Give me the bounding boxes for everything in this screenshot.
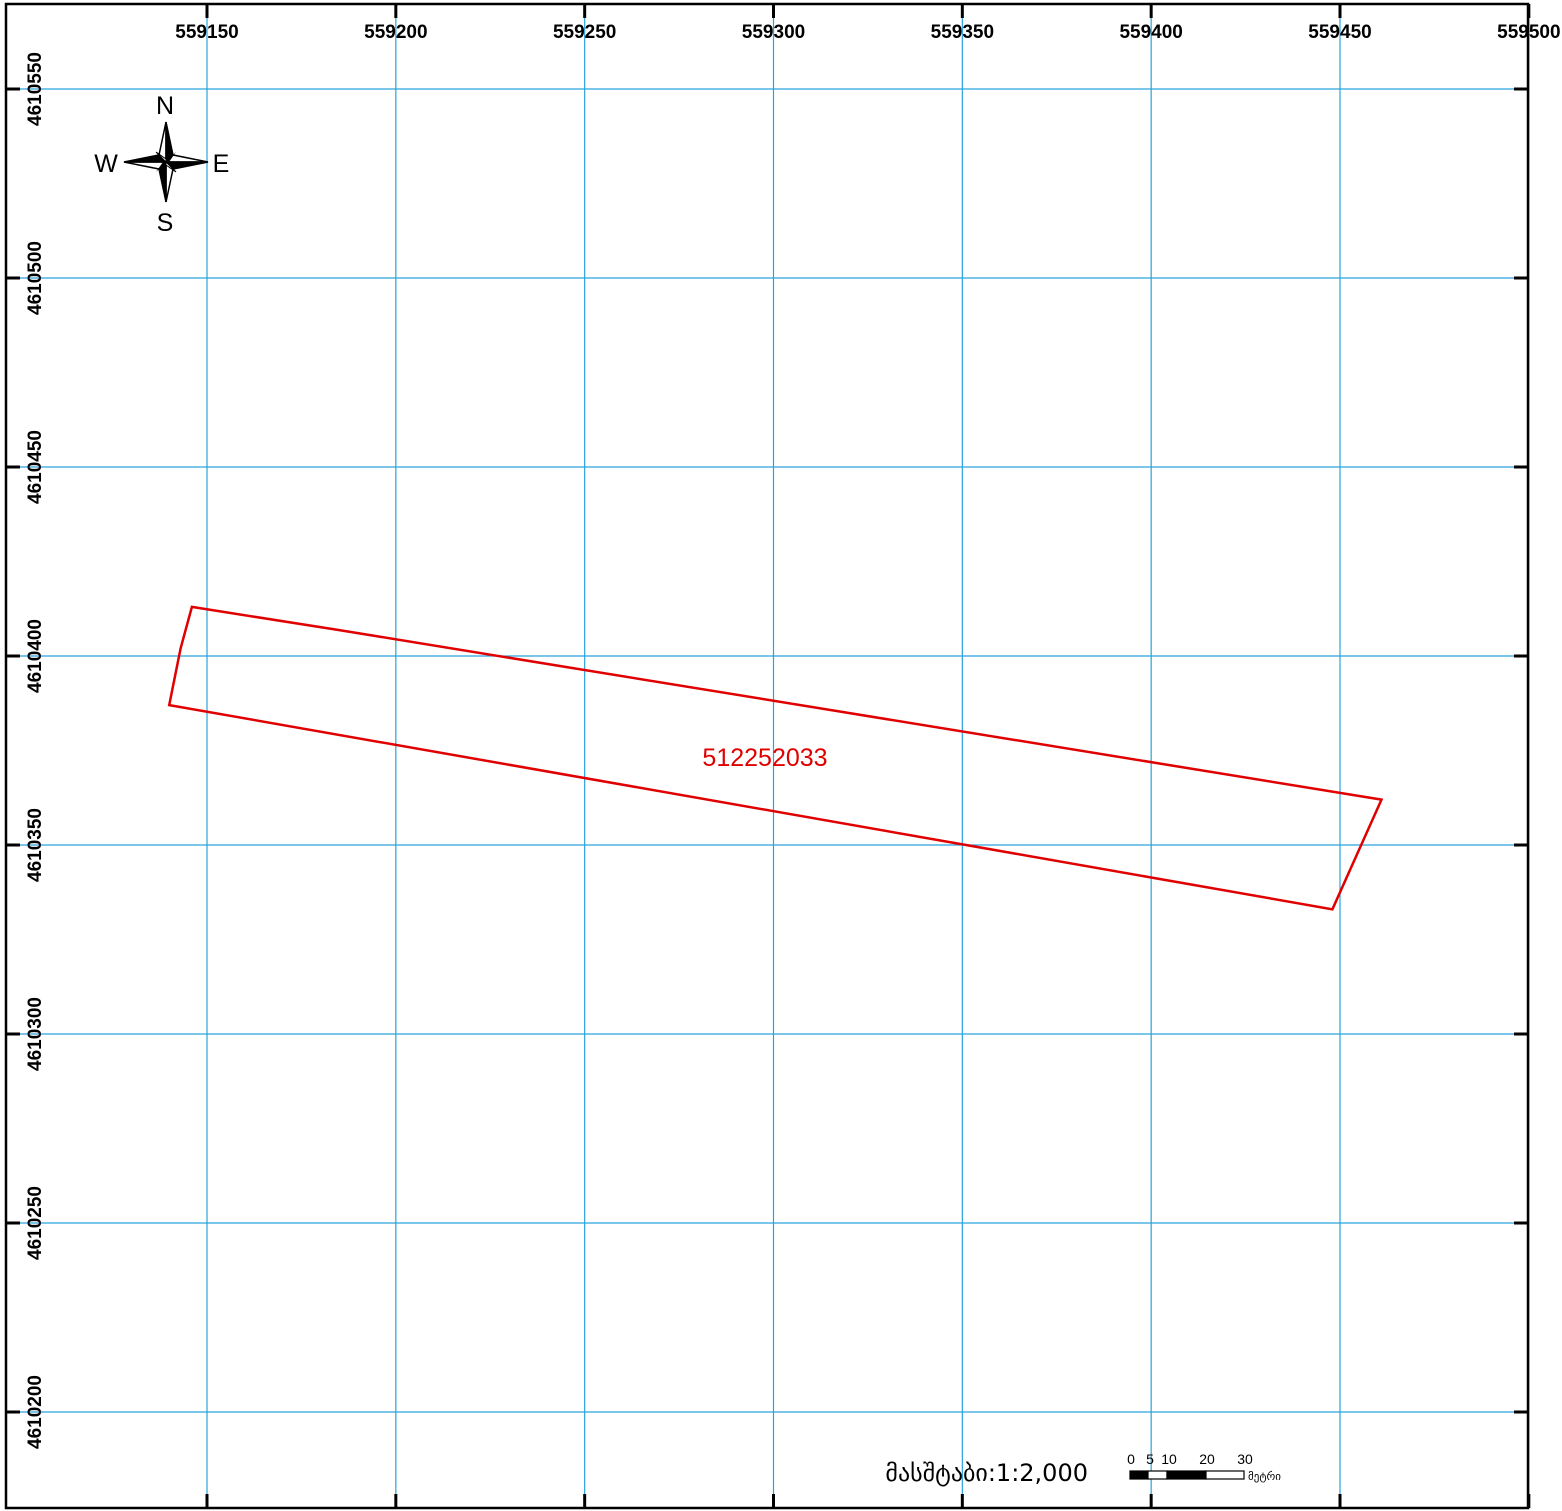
y-label-4610500: 4610500 — [25, 241, 46, 315]
parcel-polygon[interactable] — [167, 605, 1384, 911]
grid-lines — [6, 4, 1530, 1508]
y-label-4610550: 4610550 — [25, 52, 46, 126]
scalebar-tick-0: 0 — [1127, 1451, 1135, 1467]
y-label-4610300: 4610300 — [25, 997, 46, 1071]
x-label-559150: 559150 — [175, 22, 238, 43]
x-label-559450: 559450 — [1308, 22, 1371, 43]
north-arrow-icon — [123, 121, 209, 203]
map-frame — [4, 2, 1531, 1510]
scale-text: მასშტაბი:1:2,000 — [885, 1459, 1088, 1487]
y-label-4610200: 4610200 — [25, 1375, 46, 1449]
compass-south-label: S — [157, 209, 174, 237]
scalebar-tick-20: 20 — [1199, 1451, 1215, 1467]
x-label-559250: 559250 — [553, 22, 616, 43]
scalebar-tick-10: 10 — [1161, 1451, 1177, 1467]
scalebar-tick-5: 5 — [1146, 1451, 1154, 1467]
x-label-559500: 559500 — [1497, 22, 1560, 43]
y-label-4610400: 4610400 — [25, 619, 46, 693]
x-label-559400: 559400 — [1119, 22, 1182, 43]
y-coordinate-labels: 4610550 4610500 4610450 4610400 4610350 46103… — [25, 52, 46, 1449]
compass-east-label: E — [213, 150, 230, 178]
y-label-4610450: 4610450 — [25, 430, 46, 504]
compass-west-label: W — [94, 150, 118, 178]
scale-bar: 0 5 10 20 30 მეტრი — [1127, 1451, 1281, 1483]
scalebar-tick-30: 30 — [1237, 1451, 1253, 1467]
x-coordinate-labels: 559150 559200 559250 559300 559350 559400 5594… — [175, 22, 1560, 43]
parcel-id-label: 512252033 — [702, 744, 827, 772]
y-label-4610250: 4610250 — [25, 1186, 46, 1260]
frame-border — [4, 2, 1530, 1510]
x-label-559200: 559200 — [364, 22, 427, 43]
compass-north-label: N — [156, 92, 174, 120]
x-label-559300: 559300 — [742, 22, 805, 43]
scalebar-unit: მეტრი — [1248, 1470, 1281, 1483]
x-label-559350: 559350 — [931, 22, 994, 43]
y-label-4610350: 4610350 — [25, 808, 46, 882]
